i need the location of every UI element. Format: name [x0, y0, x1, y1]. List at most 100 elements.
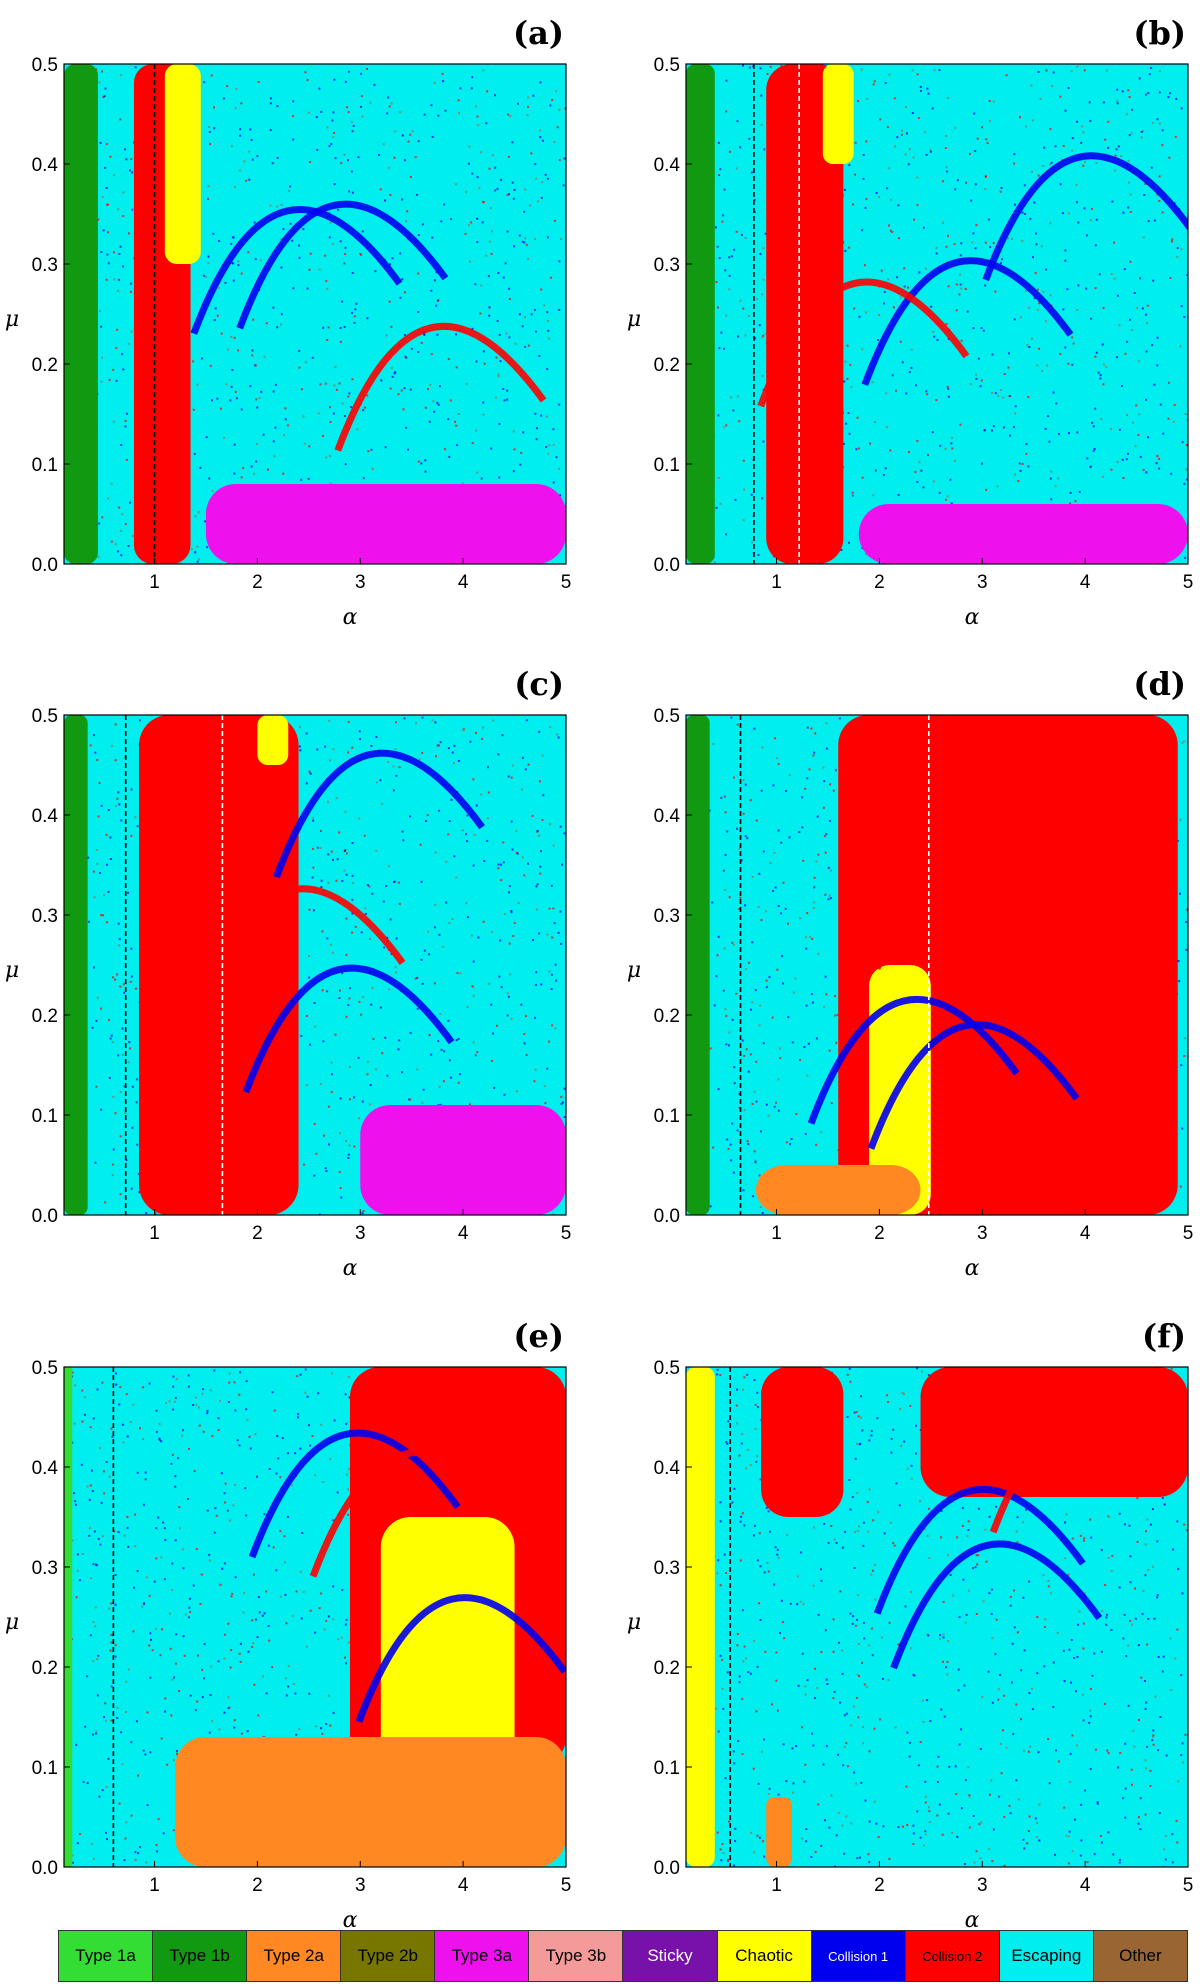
speckle-dot	[174, 1396, 177, 1399]
speckle-dot	[131, 1085, 134, 1088]
speckle-dot	[1147, 220, 1150, 223]
panel-d: 1 2 3 4 50.00.10.20.30.40.5αμ(d)	[627, 665, 1193, 1281]
speckle-dot	[441, 72, 444, 75]
speckle-dot	[233, 1719, 236, 1722]
speckle-dot	[427, 388, 429, 391]
speckle-dot	[843, 380, 846, 383]
speckle-dot	[274, 426, 277, 429]
speckle-dot	[139, 719, 141, 722]
speckle-dot	[474, 283, 477, 286]
speckle-dot	[394, 130, 397, 133]
speckle-dot	[948, 1765, 951, 1768]
speckle-dot	[497, 373, 500, 376]
speckle-dot	[172, 1408, 175, 1411]
speckle-dot	[344, 1623, 347, 1626]
speckle-dot	[233, 443, 236, 446]
speckle-dot	[105, 1719, 107, 1722]
speckle-dot	[510, 820, 513, 823]
speckle-dot	[899, 1408, 902, 1410]
speckle-dot	[753, 1090, 756, 1093]
speckle-dot	[213, 1369, 216, 1372]
x-axis-label: α	[343, 605, 358, 630]
speckle-dot	[385, 885, 388, 887]
speckle-dot	[435, 304, 438, 307]
y-tick-label: 0.5	[32, 1358, 58, 1379]
speckle-dot	[277, 1457, 280, 1460]
speckle-dot	[732, 409, 735, 412]
speckle-dot	[318, 1213, 321, 1215]
speckle-dot	[320, 110, 323, 113]
speckle-dot	[362, 996, 365, 999]
speckle-dot	[802, 859, 805, 862]
speckle-dot	[1071, 1850, 1074, 1853]
speckle-dot	[728, 256, 731, 259]
speckle-dot	[1121, 385, 1123, 387]
speckle-dot	[263, 355, 266, 358]
speckle-dot	[847, 412, 850, 415]
speckle-dot	[1095, 218, 1098, 221]
speckle-dot	[725, 424, 728, 427]
speckle-dot	[358, 1117, 360, 1120]
speckle-dot	[134, 1851, 137, 1854]
speckle-dot	[362, 409, 365, 412]
speckle-dot	[1145, 471, 1148, 474]
collision-band	[309, 1448, 522, 1578]
speckle-dot	[1162, 432, 1165, 435]
speckle-dot	[119, 1091, 122, 1093]
speckle-dot	[541, 181, 544, 184]
speckle-dot	[806, 726, 809, 729]
speckle-dot	[497, 272, 500, 274]
x-tick-label: 2	[252, 1875, 263, 1896]
speckle-dot	[312, 819, 315, 822]
speckle-dot	[914, 471, 917, 474]
speckle-dot	[170, 1462, 173, 1465]
y-tick-label: 0.4	[32, 1458, 59, 1479]
speckle-dot	[560, 238, 563, 240]
speckle-dot	[556, 733, 559, 736]
speckle-dot	[857, 1643, 860, 1645]
speckle-dot	[725, 110, 728, 113]
speckle-dot	[891, 374, 894, 377]
speckle-dot	[508, 298, 511, 301]
speckle-dot	[1032, 119, 1034, 122]
speckle-dot	[742, 812, 745, 815]
speckle-dot	[750, 493, 753, 496]
speckle-dot	[758, 872, 761, 875]
speckle-dot	[130, 1814, 133, 1817]
speckle-dot	[844, 188, 846, 191]
speckle-dot	[417, 460, 420, 463]
speckle-dot	[168, 1400, 171, 1403]
speckle-dot	[488, 314, 491, 317]
speckle-dot	[89, 744, 92, 747]
speckle-dot	[338, 382, 341, 385]
speckle-dot	[393, 156, 396, 159]
speckle-dot	[916, 73, 919, 76]
speckle-dot	[956, 179, 959, 182]
speckle-dot	[728, 896, 731, 899]
speckle-dot	[861, 229, 864, 232]
speckle-dot	[810, 993, 813, 995]
speckle-dot	[149, 1632, 152, 1635]
speckle-dot	[840, 549, 843, 551]
speckle-dot	[991, 392, 993, 394]
speckle-dot	[1092, 449, 1095, 452]
speckle-dot	[517, 902, 520, 904]
speckle-dot	[223, 1562, 226, 1565]
speckle-dot	[477, 124, 480, 127]
speckle-dot	[317, 1392, 320, 1395]
speckle-dot	[1013, 162, 1016, 165]
speckle-dot	[233, 472, 236, 475]
speckle-dot	[343, 869, 346, 872]
speckle-dot	[1002, 396, 1005, 399]
speckle-dot	[93, 734, 95, 737]
speckle-dot	[521, 756, 524, 759]
speckle-dot	[360, 105, 362, 108]
speckle-dot	[559, 825, 562, 828]
speckle-dot	[940, 1708, 943, 1711]
speckle-dot	[1107, 146, 1110, 149]
speckle-dot	[865, 553, 868, 556]
speckle-dot	[716, 245, 719, 248]
speckle-dot	[1186, 908, 1188, 911]
speckle-dot	[333, 132, 336, 134]
speckle-dot	[323, 1134, 325, 1137]
